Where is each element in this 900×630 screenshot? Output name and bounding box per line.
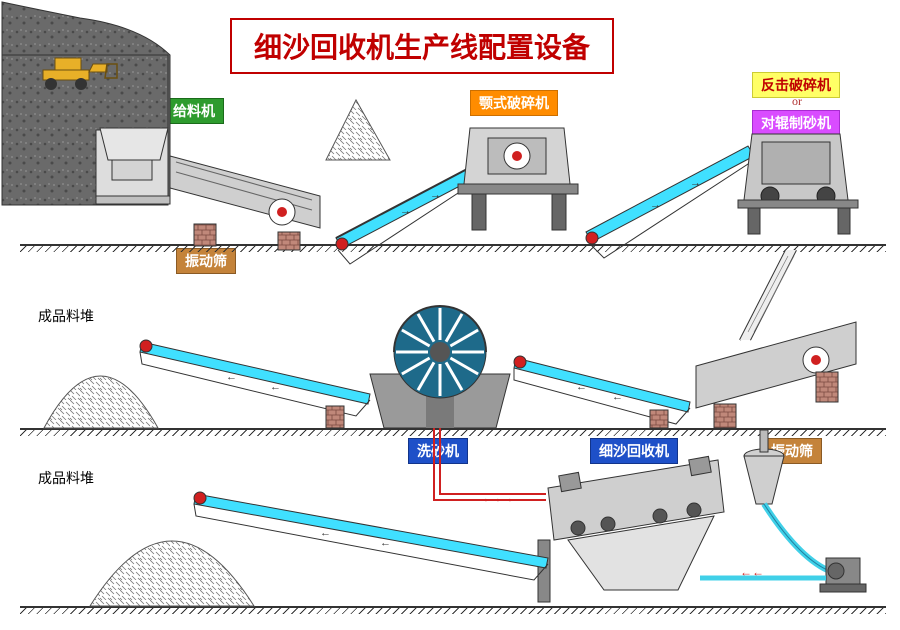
svg-text:→: → bbox=[650, 199, 661, 211]
svg-text:←: ← bbox=[380, 537, 391, 549]
svg-text:←: ← bbox=[612, 391, 623, 403]
svg-text:→→→: →→→ bbox=[478, 491, 514, 505]
svg-text:←: ← bbox=[320, 527, 331, 539]
svg-text:→: → bbox=[400, 205, 411, 217]
svg-text:→: → bbox=[690, 177, 701, 189]
svg-text:←←: ←← bbox=[740, 565, 764, 579]
svg-text:←: ← bbox=[576, 381, 587, 393]
svg-text:←: ← bbox=[226, 371, 237, 383]
diagram-svg: → → → → ← ← ← bbox=[0, 0, 900, 630]
svg-text:←: ← bbox=[270, 381, 281, 393]
svg-text:→: → bbox=[430, 189, 441, 201]
